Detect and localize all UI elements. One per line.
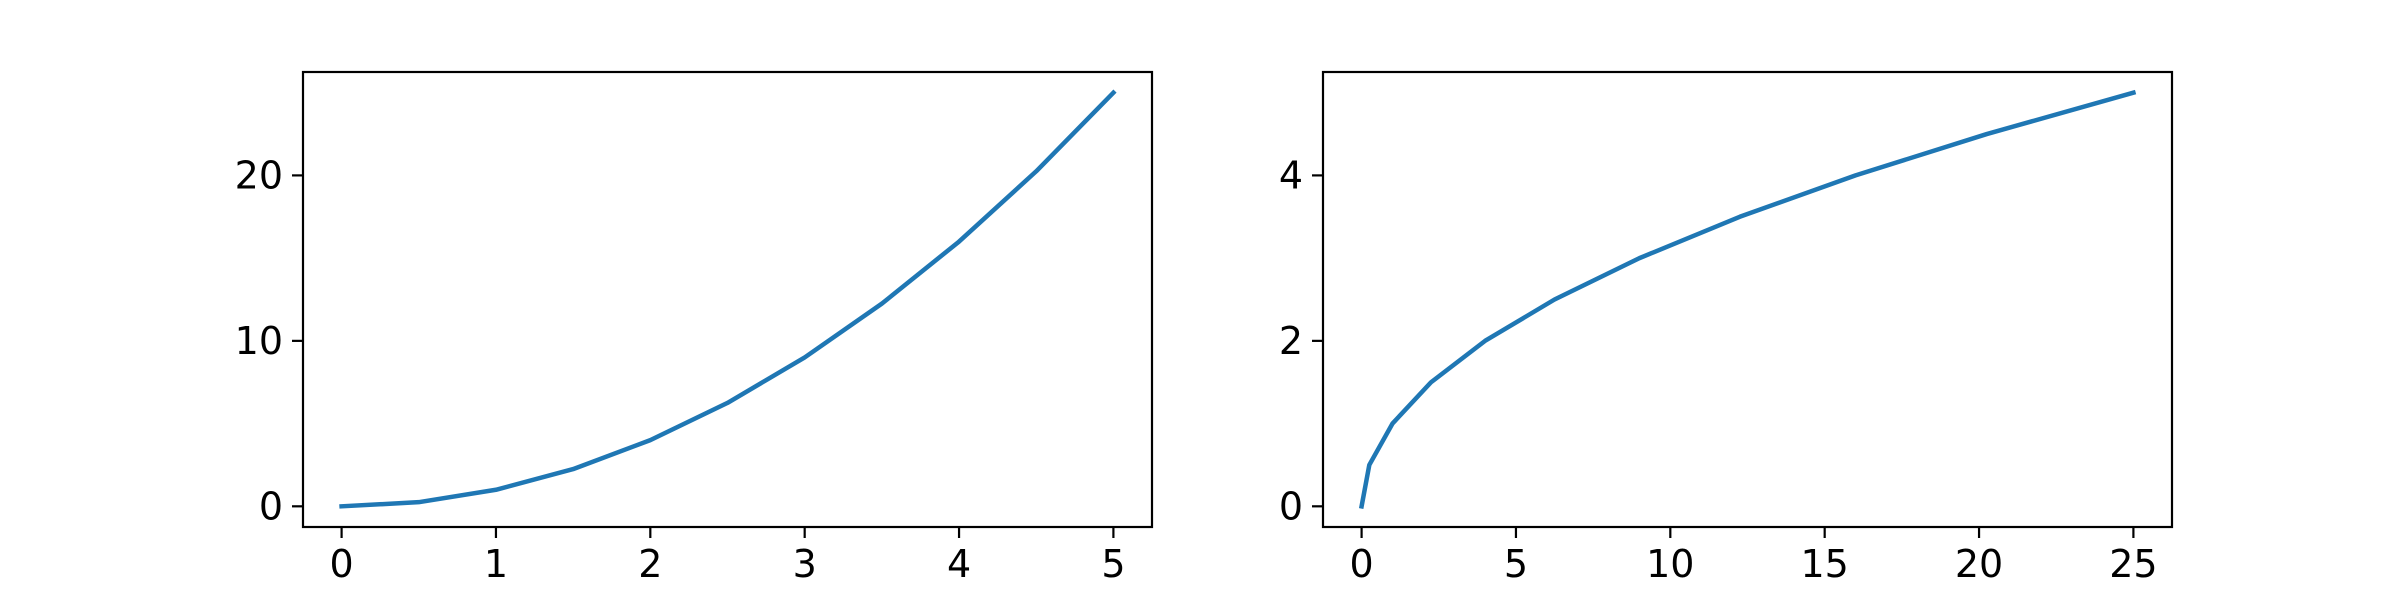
left-x-tick-label-1: 1 bbox=[484, 542, 508, 586]
right-x-tick-label-1: 5 bbox=[1504, 542, 1528, 586]
right-y-tick-label-2: 4 bbox=[1279, 153, 1303, 197]
left-x-tick-label-4: 4 bbox=[947, 542, 971, 586]
left-y-tick-label-0: 0 bbox=[259, 484, 283, 528]
right-series-line-0 bbox=[1358, 89, 2137, 509]
left-axes-frame bbox=[301, 70, 1154, 529]
left-x-tick-label-2: 2 bbox=[638, 542, 662, 586]
right-x-tick-label-2: 10 bbox=[1646, 542, 1694, 586]
right-x-tick-label-0: 0 bbox=[1349, 542, 1373, 586]
right-axes-frame bbox=[1321, 70, 2174, 529]
left-chart: 0 1 2 3 4 5 0 10 20 bbox=[235, 70, 1154, 586]
right-x-tick-label-3: 15 bbox=[1801, 542, 1849, 586]
left-y-tick-label-1: 10 bbox=[235, 319, 283, 363]
right-y-tick-label-1: 2 bbox=[1279, 319, 1303, 363]
right-x-tick-label-4: 20 bbox=[1955, 542, 2003, 586]
right-y-tick-label-0: 0 bbox=[1279, 484, 1303, 528]
right-x-tick-label-5: 25 bbox=[2109, 542, 2157, 586]
left-series-line-0 bbox=[339, 89, 1117, 509]
left-y-tick-label-2: 20 bbox=[235, 153, 283, 197]
right-chart: 0 5 10 15 20 25 0 2 4 bbox=[1279, 70, 2174, 586]
left-x-tick-label-3: 3 bbox=[793, 542, 817, 586]
left-x-tick-label-5: 5 bbox=[1101, 542, 1125, 586]
left-x-tick-label-0: 0 bbox=[329, 542, 353, 586]
